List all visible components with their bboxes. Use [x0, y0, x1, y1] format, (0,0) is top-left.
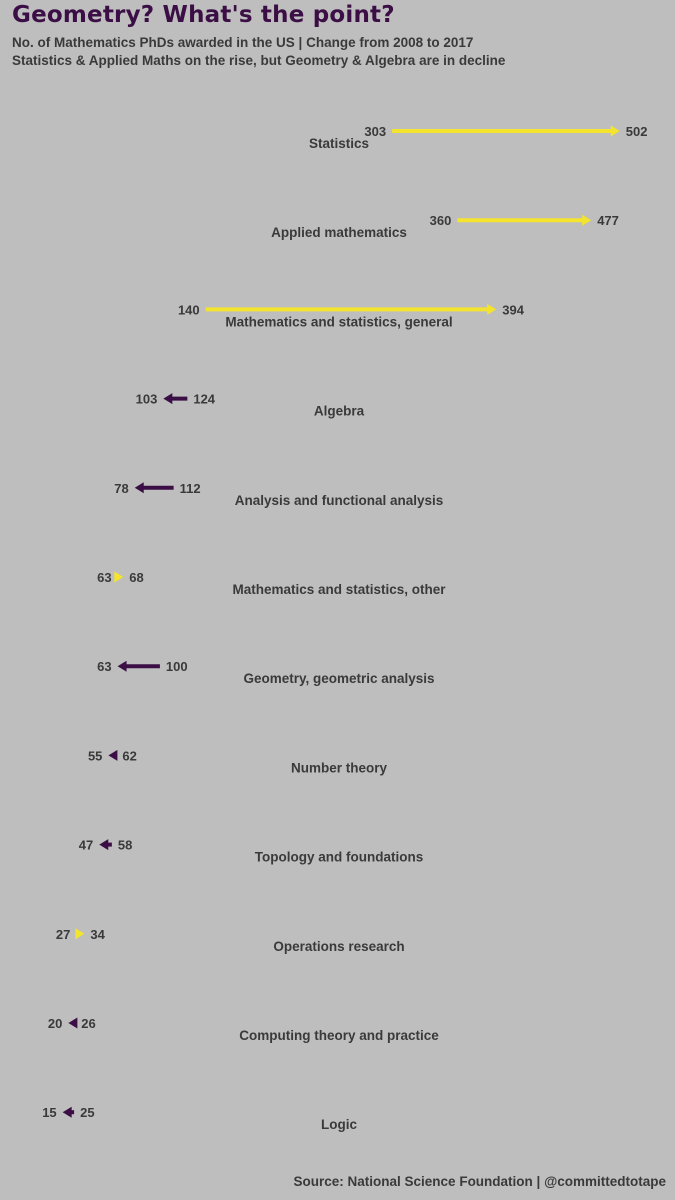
start-value-label: 26: [81, 1016, 95, 1031]
category-label: Algebra: [314, 404, 365, 419]
arrow-head: [117, 660, 127, 672]
start-value-label: 25: [80, 1105, 94, 1120]
arrow-head: [134, 482, 144, 494]
source-caption: Source: National Science Foundation | @c…: [293, 1174, 666, 1189]
start-value-label: 63: [97, 570, 111, 585]
category-label: Number theory: [291, 760, 388, 775]
category-label: Statistics: [309, 136, 369, 151]
end-value-label: 502: [626, 124, 648, 139]
arrow-head: [487, 303, 497, 315]
end-value-label: 20: [48, 1016, 62, 1031]
start-value-label: 112: [180, 481, 201, 496]
arrow-head: [610, 125, 620, 137]
arrow-head: [62, 1106, 72, 1118]
arrow-head: [582, 214, 592, 226]
start-value-label: 62: [122, 748, 136, 763]
category-label: Computing theory and practice: [239, 1028, 439, 1043]
end-value-label: 68: [129, 570, 143, 585]
start-value-label: 303: [364, 124, 386, 139]
end-value-label: 15: [42, 1105, 56, 1120]
end-value-label: 477: [597, 213, 619, 228]
end-value-label: 55: [88, 748, 102, 763]
category-label: Mathematics and statistics, general: [225, 314, 452, 329]
category-label: Topology and foundations: [255, 850, 423, 865]
start-value-label: 360: [430, 213, 452, 228]
category-label: Applied mathematics: [271, 225, 407, 240]
start-value-label: 124: [193, 392, 215, 407]
end-value-label: 394: [502, 302, 524, 317]
end-value-label: 47: [79, 838, 93, 853]
category-label: Operations research: [273, 939, 404, 954]
arrow-head: [75, 928, 85, 940]
start-value-label: 140: [178, 302, 200, 317]
end-value-label: 63: [97, 659, 111, 674]
end-value-label: 103: [136, 392, 158, 407]
category-label: Mathematics and statistics, other: [232, 582, 446, 597]
start-value-label: 27: [56, 927, 70, 942]
category-label: Logic: [321, 1117, 357, 1132]
start-value-label: 58: [118, 838, 132, 853]
end-value-label: 34: [90, 927, 105, 942]
start-value-label: 100: [166, 659, 188, 674]
category-label: Analysis and functional analysis: [235, 493, 444, 508]
end-value-label: 78: [114, 481, 128, 496]
chart-subtitle: No. of Mathematics PhDs awarded in the U…: [12, 34, 505, 70]
arrow-head: [114, 571, 124, 583]
arrow-head: [163, 393, 173, 405]
arrow-head: [68, 1017, 78, 1029]
category-label: Geometry, geometric analysis: [243, 671, 434, 686]
subtitle-line-1: No. of Mathematics PhDs awarded in the U…: [12, 35, 474, 50]
arrow-head: [108, 749, 118, 761]
chart-title: Geometry? What's the point?: [12, 2, 395, 28]
subtitle-line-2: Statistics & Applied Maths on the rise, …: [12, 53, 506, 68]
arrow-head: [99, 839, 109, 851]
